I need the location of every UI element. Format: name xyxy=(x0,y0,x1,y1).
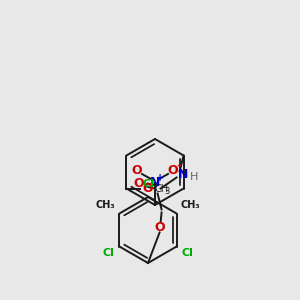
Text: +: + xyxy=(156,173,164,183)
Text: O: O xyxy=(154,221,165,234)
Text: O: O xyxy=(168,164,178,178)
Text: CH₃: CH₃ xyxy=(96,200,116,211)
Text: O: O xyxy=(132,164,142,178)
Text: CH: CH xyxy=(154,184,169,194)
Text: N: N xyxy=(150,176,160,190)
Text: 3: 3 xyxy=(164,187,170,196)
Text: Cl: Cl xyxy=(182,248,194,258)
Text: CH₃: CH₃ xyxy=(181,200,200,211)
Text: N: N xyxy=(177,168,188,181)
Text: Cl: Cl xyxy=(142,179,154,189)
Text: -: - xyxy=(177,161,181,171)
Text: O: O xyxy=(133,177,144,190)
Text: H: H xyxy=(189,172,198,182)
Text: Cl: Cl xyxy=(102,248,114,258)
Text: O: O xyxy=(142,182,153,195)
